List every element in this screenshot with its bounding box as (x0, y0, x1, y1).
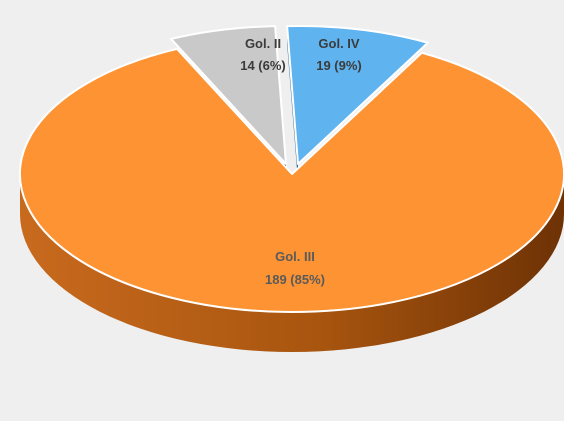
label-gol-iii-value: 189 (85%) (265, 272, 325, 287)
pie-top-layer (19, 25, 564, 313)
label-gol-iv-name: Gol. IV (318, 36, 360, 51)
slice-top-gol-iv (286, 25, 429, 165)
label-gol-iv: Gol. IV 19 (9%) (304, 33, 374, 77)
label-gol-ii-value: 14 (6%) (240, 58, 286, 73)
label-gol-iii: Gol. III 189 (85%) (250, 245, 340, 291)
label-gol-iii-name: Gol. III (275, 249, 315, 264)
slice-side-gol-iii (20, 174, 564, 352)
slice-top-gol-ii (170, 25, 287, 165)
label-gol-ii: Gol. II 14 (6%) (232, 33, 294, 77)
label-gol-ii-name: Gol. II (244, 36, 282, 51)
slice-top-gol-iii (19, 47, 564, 313)
label-gol-iv-value: 19 (9%) (316, 58, 362, 73)
